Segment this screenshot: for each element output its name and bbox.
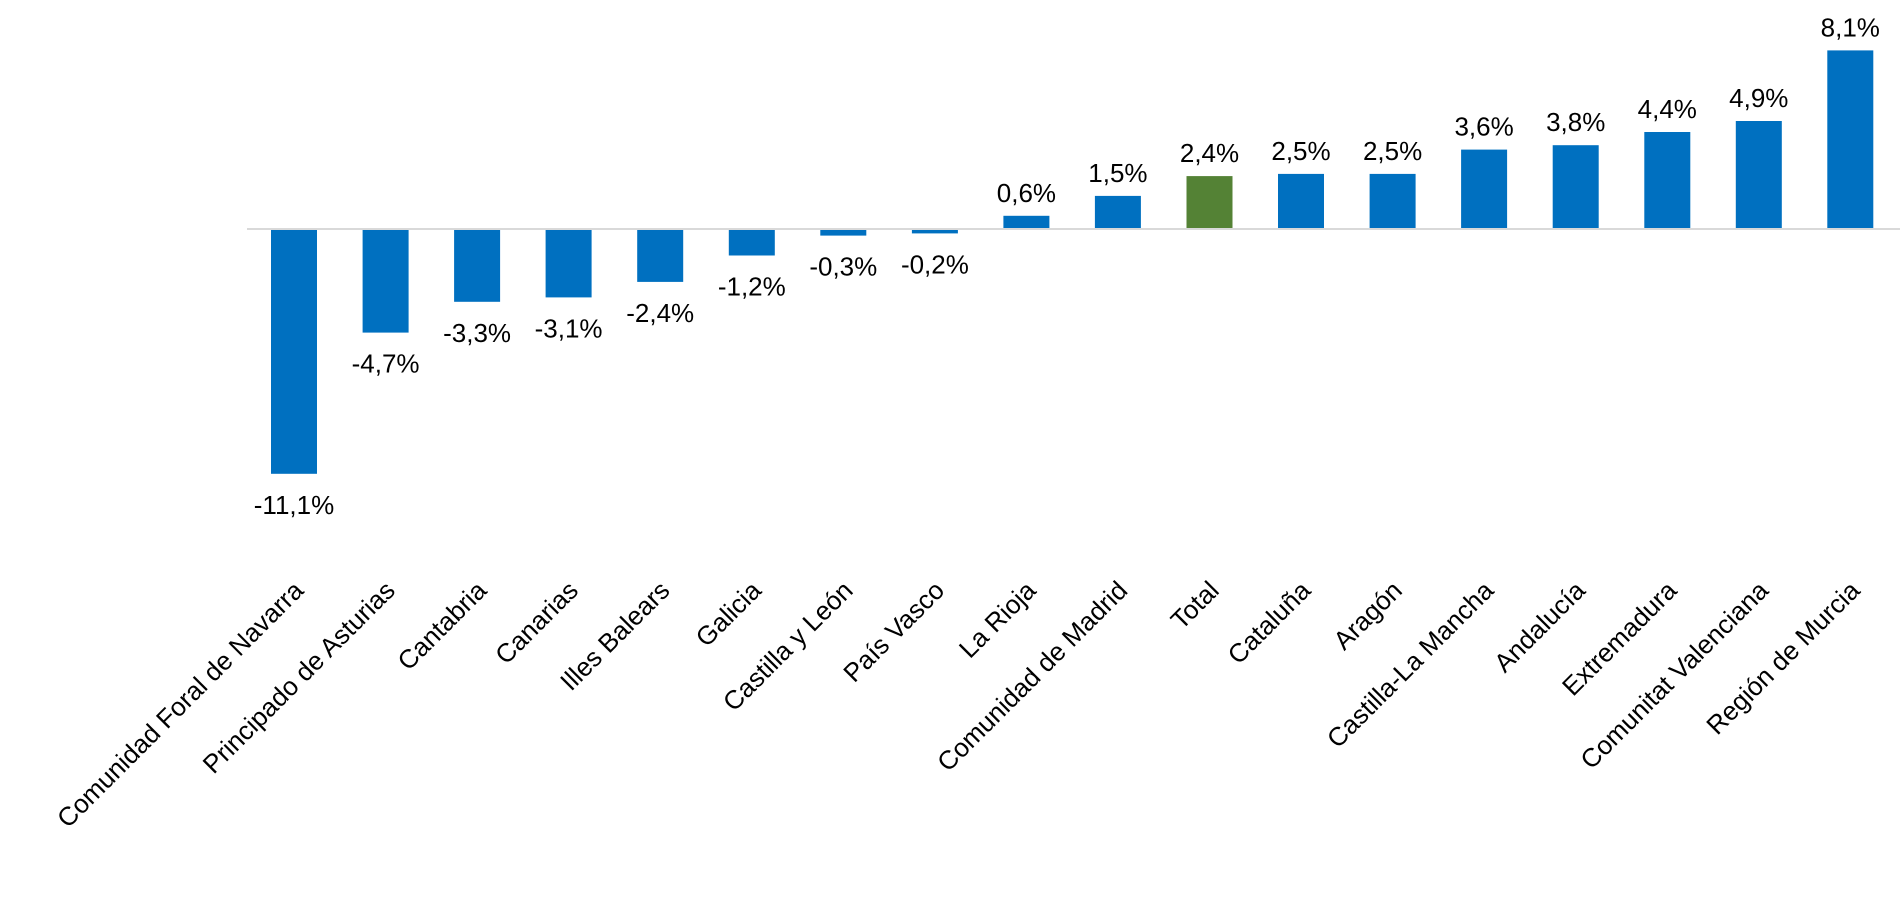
bar-region-de-murcia: [1827, 50, 1874, 230]
bar-cantabria: [454, 229, 501, 302]
data-label-comunidad-de-madrid: 1,5%: [1088, 158, 1147, 188]
category-label-castilla-la-mancha: Castilla-La Mancha: [1321, 575, 1500, 754]
bar-comunidad-foral-de-navarra: [271, 229, 317, 474]
bar-castilla-y-leon: [820, 229, 867, 236]
category-label-canarias: Canarias: [489, 575, 584, 670]
bar-la-rioja: [1003, 215, 1050, 229]
value-labels-group: -11,1% -4,7% -3,3% -3,1% -2,4% -1,2% -0,3% -0,2…: [254, 12, 1880, 519]
data-label-illes-balears: -2,4%: [626, 298, 694, 328]
bar-galicia: [728, 229, 775, 256]
data-label-la-rioja: 0,6%: [997, 178, 1056, 208]
data-label-aragon: 2,5%: [1363, 136, 1422, 166]
data-label-comunitat-valenciana: 4,9%: [1729, 83, 1788, 113]
category-label-galicia: Galicia: [690, 575, 768, 653]
category-label-cataluna: Cataluña: [1221, 575, 1316, 670]
category-label-region-de-murcia: Región de Murcia: [1700, 575, 1866, 741]
bar-castilla-la-mancha: [1461, 149, 1508, 229]
data-label-comunidad-foral-de-navarra: -11,1%: [254, 490, 334, 520]
bar-total: [1186, 176, 1233, 229]
bar-pais-vasco: [911, 229, 958, 234]
category-label-total: Total: [1165, 575, 1225, 635]
bar-cataluna: [1278, 173, 1324, 229]
data-label-pais-vasco: -0,2%: [901, 249, 969, 279]
data-label-galicia: -1,2%: [718, 272, 786, 302]
data-label-region-de-murcia: 8,1%: [1821, 12, 1880, 42]
data-label-total: 2,4%: [1180, 138, 1239, 168]
data-label-andalucia: 3,8%: [1546, 107, 1605, 137]
bar-canarias: [545, 229, 592, 298]
bar-comunitat-valenciana: [1735, 121, 1782, 229]
category-label-aragon: Aragón: [1327, 575, 1407, 655]
data-label-castilla-y-leon: -0,3%: [809, 252, 877, 282]
data-label-castilla-la-mancha: 3,6%: [1454, 112, 1513, 142]
bar-extremadura: [1644, 132, 1691, 229]
category-label-la-rioja: La Rioja: [953, 575, 1042, 664]
bar-illes-balears: [637, 229, 684, 282]
data-label-principado-de-asturias: -4,7%: [352, 349, 420, 379]
data-label-canarias: -3,1%: [535, 313, 603, 343]
bar-comunidad-de-madrid: [1094, 195, 1141, 229]
category-label-cantabria: Cantabria: [391, 575, 492, 676]
data-label-cataluna: 2,5%: [1271, 136, 1330, 166]
data-label-extremadura: 4,4%: [1638, 94, 1697, 124]
bar-andalucia: [1552, 145, 1599, 229]
bar-principado-de-asturias: [362, 229, 409, 333]
data-label-cantabria: -3,3%: [443, 318, 511, 348]
bar-aragon: [1369, 173, 1416, 229]
bars-group: [271, 50, 1874, 474]
